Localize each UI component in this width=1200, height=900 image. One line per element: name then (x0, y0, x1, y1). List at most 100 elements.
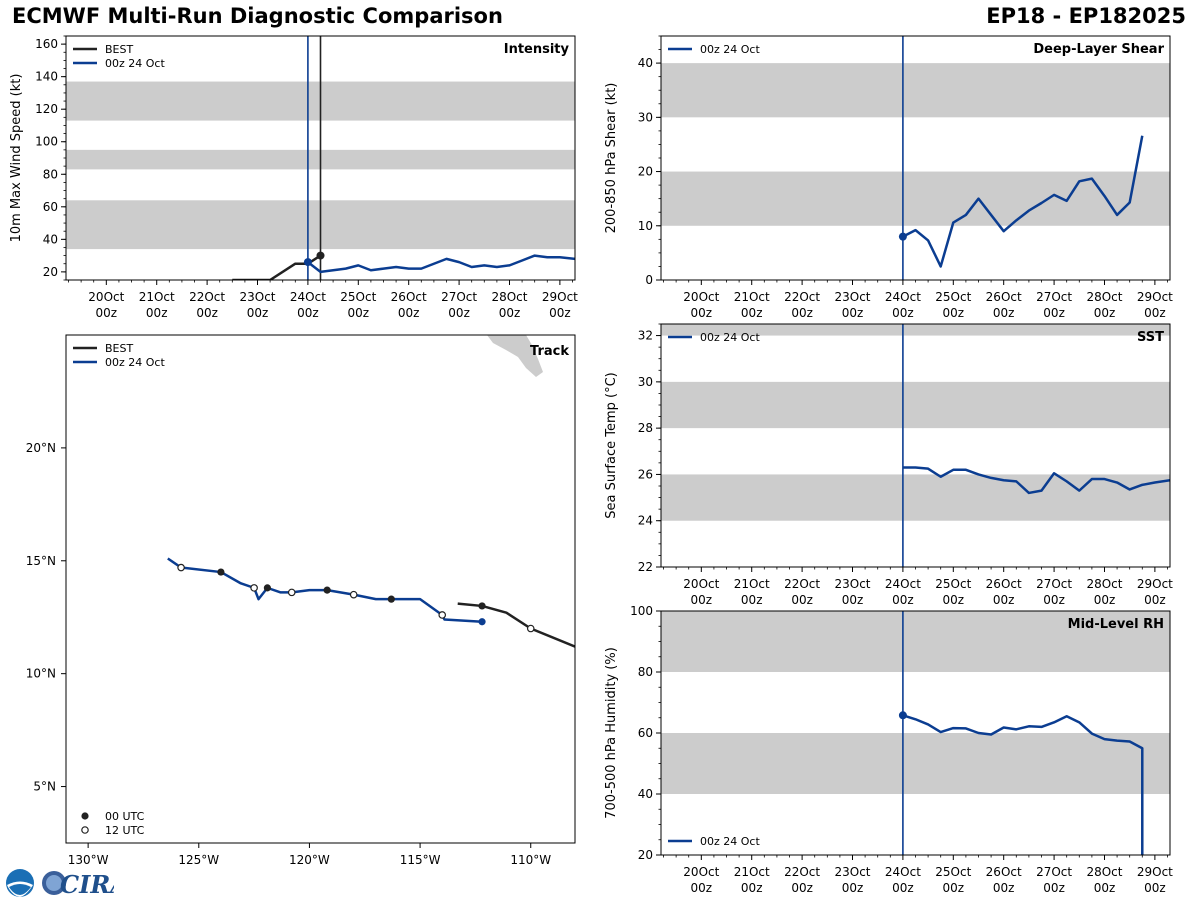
x-tick-label: 28Oct (1086, 290, 1122, 304)
threshold-band (661, 611, 1170, 672)
y-tick-label: 28 (638, 421, 653, 435)
x-tick-hour-label: 00z (1094, 306, 1116, 320)
x-tick-label: 24Oct (885, 577, 921, 591)
x-tick-label: 26Oct (391, 290, 427, 304)
x-tick-hour-label: 00z (1094, 881, 1116, 895)
track-marker-12utc (250, 584, 258, 592)
track-marker-12utc (287, 588, 296, 597)
x-tick-hour-label: 00z (791, 881, 813, 895)
land-baja-california (487, 335, 543, 377)
x-tick-hour-label: 00z (1144, 881, 1166, 895)
x-tick-label: 21Oct (734, 577, 770, 591)
legend-label: 00z 24 Oct (105, 356, 165, 369)
series-line-best (232, 254, 322, 280)
series-marker (303, 258, 312, 267)
legend-00utc-label: 00 UTC (105, 810, 145, 823)
lat-tick-label: 10°N (26, 667, 56, 681)
x-tick-label: 22Oct (784, 577, 820, 591)
x-tick-label: 20Oct (88, 290, 124, 304)
threshold-band (661, 474, 1170, 521)
x-tick-hour-label: 00z (691, 306, 713, 320)
x-tick-label: 29Oct (542, 290, 578, 304)
x-tick-hour-label: 00z (892, 306, 914, 320)
x-tick-hour-label: 00z (993, 593, 1015, 607)
series-marker (898, 711, 907, 720)
storm-id: EP18 - EP182025 (986, 4, 1186, 28)
track-marker-00utc (217, 568, 225, 576)
lat-tick-label: 20°N (26, 441, 56, 455)
x-tick-label: 24Oct (885, 865, 921, 879)
y-axis-label: Sea Surface Temp (°C) (604, 372, 619, 519)
x-tick-label: 20Oct (683, 865, 719, 879)
x-tick-label: 25Oct (340, 290, 376, 304)
legend-label: 00z 24 Oct (700, 43, 760, 56)
x-tick-hour-label: 00z (943, 593, 965, 607)
x-tick-hour-label: 00z (741, 306, 763, 320)
x-tick-hour-label: 00z (196, 306, 218, 320)
x-tick-hour-label: 00z (297, 306, 319, 320)
y-tick-label: 30 (638, 110, 653, 124)
x-tick-hour-label: 00z (842, 593, 864, 607)
series-marker (316, 251, 325, 260)
x-tick-label: 29Oct (1137, 865, 1173, 879)
x-tick-hour-label: 00z (741, 881, 763, 895)
y-tick-label: 140 (35, 70, 58, 84)
x-tick-hour-label: 00z (943, 881, 965, 895)
y-tick-label: 120 (35, 102, 58, 116)
y-axis-label: 700-500 hPa Humidity (%) (604, 647, 619, 819)
track-marker-00utc (478, 602, 486, 610)
legend-label: 00z 24 Oct (700, 835, 760, 848)
track-marker-00utc (387, 595, 395, 603)
x-tick-hour-label: 00z (1043, 881, 1065, 895)
y-tick-label: 40 (43, 232, 58, 246)
x-tick-hour-label: 00z (1043, 593, 1065, 607)
x-tick-hour-label: 00z (993, 306, 1015, 320)
panel-track: 130°W 125°W 120°W 115°W 110°W 5°N 10°N 15°N 20°N… (26, 334, 576, 867)
x-tick-label: 25Oct (935, 865, 971, 879)
x-tick-hour-label: 00z (1043, 306, 1065, 320)
x-tick-label: 29Oct (1137, 577, 1173, 591)
x-tick-hour-label: 00z (842, 881, 864, 895)
track-marker-12utc (526, 624, 535, 633)
x-tick-label: 27Oct (441, 290, 477, 304)
lon-tick-label: 110°W (510, 853, 551, 867)
y-axis-label: 200-850 hPa Shear (kt) (604, 83, 619, 234)
x-tick-hour-label: 00z (842, 306, 864, 320)
x-tick-hour-label: 00z (1144, 593, 1166, 607)
x-tick-label: 25Oct (935, 290, 971, 304)
plot-area (661, 611, 1170, 855)
page-title: ECMWF Multi-Run Diagnostic Comparison (12, 4, 503, 28)
x-tick-hour-label: 00z (892, 881, 914, 895)
logo-text: CIRA (60, 870, 114, 899)
cira-logo: CIRA (4, 866, 114, 900)
x-tick-label: 28Oct (1086, 865, 1122, 879)
x-tick-label: 21Oct (734, 290, 770, 304)
track-marker-12utc (438, 611, 447, 619)
y-tick-label: 20 (638, 848, 653, 862)
track-line-best (457, 602, 575, 648)
y-tick-label: 60 (638, 726, 653, 740)
legend-00utc-marker (81, 812, 89, 820)
x-tick-label: 26Oct (986, 290, 1022, 304)
track-marker-00utc (263, 584, 271, 592)
x-tick-hour-label: 00z (1144, 306, 1166, 320)
y-tick-label: 80 (43, 167, 58, 181)
panel-sst: 22 24 26 28 30 32 20Oct 00z 21Oct 00z 22Oct 00z 23Oc… (604, 323, 1173, 607)
panel-intensity: 20 40 60 80 100 120 140 160 20Oct 00z 21Oct 00z 22Oc… (9, 35, 578, 320)
lat-tick-label: 5°N (33, 780, 56, 794)
series-marker (898, 232, 907, 241)
legend-12utc-marker (81, 826, 89, 834)
x-tick-hour-label: 00z (247, 306, 269, 320)
x-tick-label: 21Oct (139, 290, 175, 304)
x-tick-hour-label: 00z (691, 881, 713, 895)
y-tick-label: 160 (35, 37, 58, 51)
x-tick-label: 23Oct (239, 290, 275, 304)
x-tick-hour-label: 00z (499, 306, 521, 320)
plot-area (661, 324, 1170, 567)
series-line-run (902, 466, 1170, 495)
legend-label: 00z 24 Oct (700, 331, 760, 344)
threshold-band (661, 324, 1170, 336)
x-tick-label: 27Oct (1036, 290, 1072, 304)
legend-label: BEST (105, 43, 133, 56)
x-tick-hour-label: 00z (146, 306, 168, 320)
